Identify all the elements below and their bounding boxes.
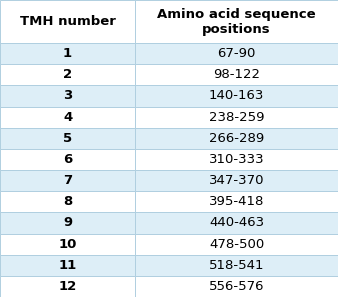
Bar [0, 170, 135, 191]
Bar [0, 107, 135, 128]
Text: 4: 4 [63, 110, 72, 124]
Bar [135, 233, 338, 255]
Text: 395-418: 395-418 [209, 195, 264, 208]
Bar [0, 0, 135, 43]
Text: 310-333: 310-333 [209, 153, 264, 166]
Bar [135, 276, 338, 297]
Bar [135, 0, 338, 43]
Text: 10: 10 [58, 238, 77, 251]
Text: Amino acid sequence
positions: Amino acid sequence positions [157, 7, 316, 36]
Bar [0, 276, 135, 297]
Text: 5: 5 [63, 132, 72, 145]
Text: 12: 12 [58, 280, 77, 293]
Text: 238-259: 238-259 [209, 110, 264, 124]
Text: 7: 7 [63, 174, 72, 187]
Bar [0, 64, 135, 86]
Bar [135, 212, 338, 233]
Text: 347-370: 347-370 [209, 174, 264, 187]
Bar [135, 170, 338, 191]
Bar [0, 128, 135, 149]
Text: TMH number: TMH number [20, 15, 116, 28]
Bar [0, 149, 135, 170]
Text: 11: 11 [58, 259, 77, 272]
Text: 2: 2 [63, 68, 72, 81]
Bar [0, 43, 135, 64]
Text: 440-463: 440-463 [209, 217, 264, 230]
Text: 266-289: 266-289 [209, 132, 264, 145]
Bar [0, 191, 135, 212]
Bar [0, 233, 135, 255]
Bar [0, 212, 135, 233]
Bar [135, 149, 338, 170]
Text: 1: 1 [63, 47, 72, 60]
Bar [135, 107, 338, 128]
Bar [0, 86, 135, 107]
Text: 518-541: 518-541 [209, 259, 264, 272]
Text: 9: 9 [63, 217, 72, 230]
Bar [0, 255, 135, 276]
Bar [135, 255, 338, 276]
Bar [135, 86, 338, 107]
Text: 140-163: 140-163 [209, 89, 264, 102]
Bar [135, 43, 338, 64]
Bar [135, 128, 338, 149]
Text: 8: 8 [63, 195, 72, 208]
Text: 98-122: 98-122 [213, 68, 260, 81]
Text: 67-90: 67-90 [217, 47, 256, 60]
Text: 478-500: 478-500 [209, 238, 264, 251]
Bar [135, 64, 338, 86]
Text: 6: 6 [63, 153, 72, 166]
Bar [135, 191, 338, 212]
Text: 3: 3 [63, 89, 72, 102]
Text: 556-576: 556-576 [209, 280, 264, 293]
